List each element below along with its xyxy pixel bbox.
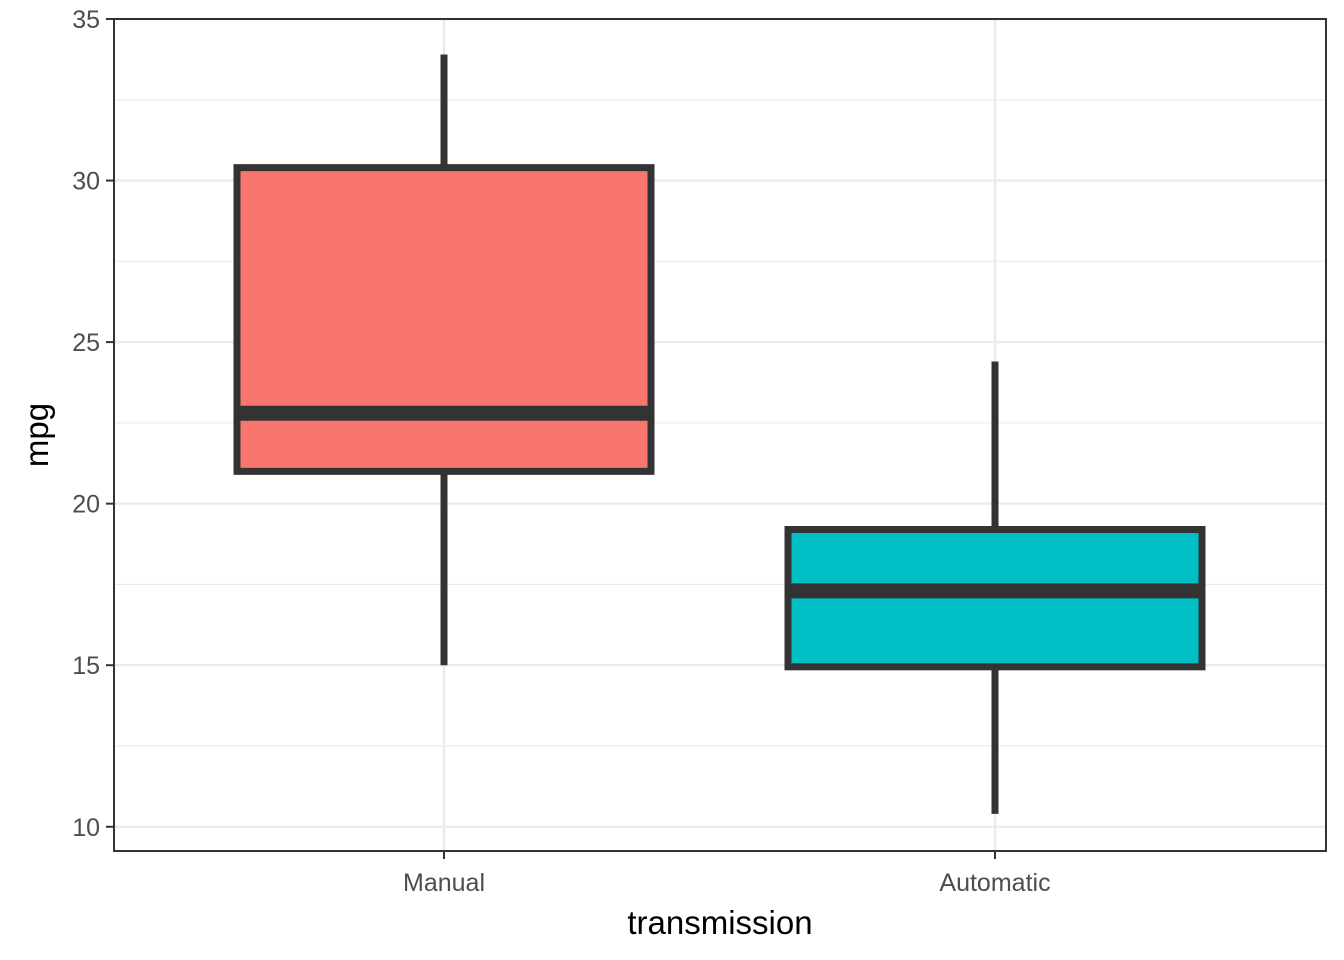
x-tick-label: Manual [403,869,485,897]
y-tick-label: 35 [72,6,100,34]
x-axis: Manual Automatic [403,851,1051,897]
y-axis-title: mpg [18,403,55,467]
y-tick-label: 10 [72,814,100,842]
y-axis: 10 15 20 25 30 35 [72,6,114,842]
panel-border [113,18,1327,852]
y-tick-label: 20 [72,491,100,519]
box-automatic [784,361,1206,814]
box-layer [233,54,1206,814]
y-tick-label: 25 [72,329,100,357]
x-tick-label: Automatic [939,869,1050,897]
y-tick-label: 15 [72,652,100,680]
y-tick-label: 30 [72,168,100,196]
box-iqr [233,164,655,475]
x-axis-title: transmission [627,904,812,941]
box-manual [233,54,655,666]
